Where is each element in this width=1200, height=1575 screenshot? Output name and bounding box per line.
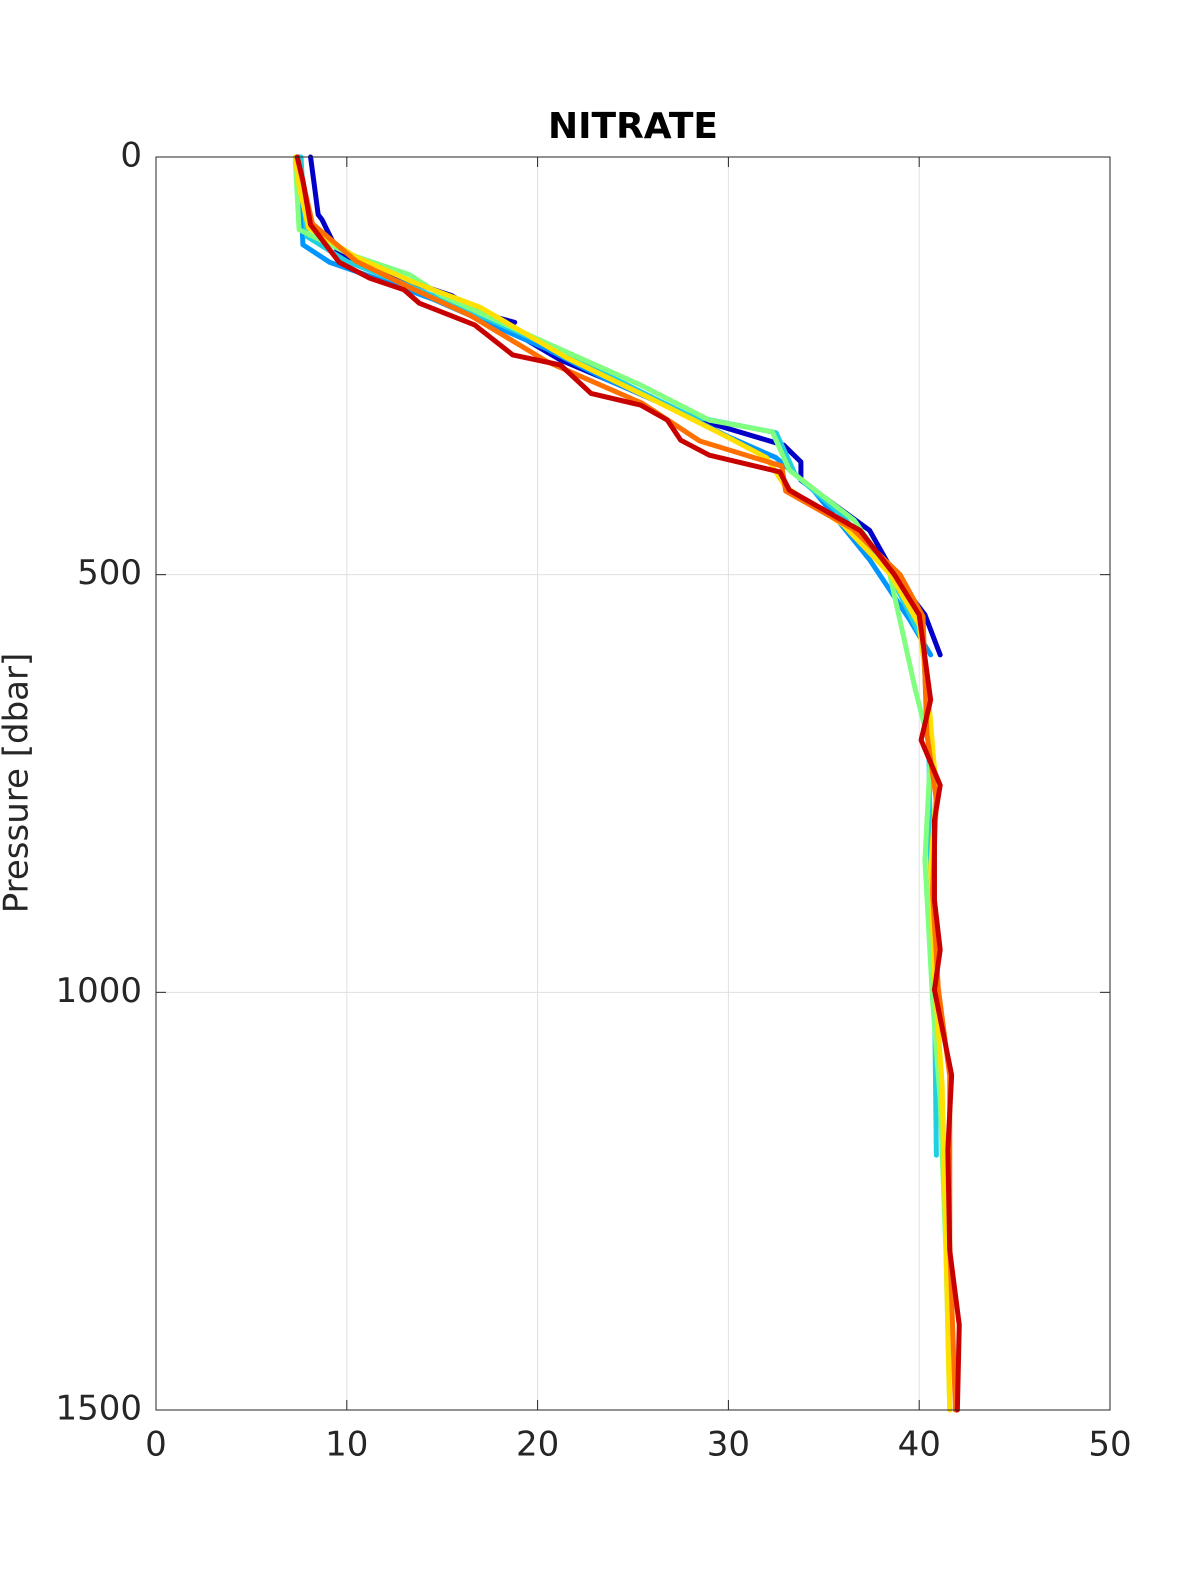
y-axis-label: Pressure [dbar] bbox=[0, 653, 37, 914]
y-tick-label: 0 bbox=[120, 136, 142, 176]
y-tick-label: 500 bbox=[77, 553, 142, 593]
x-tick-label: 40 bbox=[898, 1425, 941, 1465]
x-tick-label: 30 bbox=[707, 1425, 750, 1465]
x-tick-label: 20 bbox=[516, 1425, 559, 1465]
x-tick-label: 0 bbox=[145, 1425, 167, 1465]
profile-line bbox=[294, 154, 962, 1413]
y-tick-label: 1500 bbox=[55, 1389, 142, 1429]
profile-line bbox=[292, 157, 953, 1413]
x-tick-label: 50 bbox=[1088, 1425, 1131, 1465]
profile-line bbox=[294, 154, 958, 1413]
plot-frame bbox=[155, 156, 1111, 1411]
chart-title: NITRATE bbox=[548, 106, 718, 147]
y-tick-label: 1000 bbox=[55, 971, 142, 1011]
x-tick-label: 10 bbox=[325, 1425, 368, 1465]
